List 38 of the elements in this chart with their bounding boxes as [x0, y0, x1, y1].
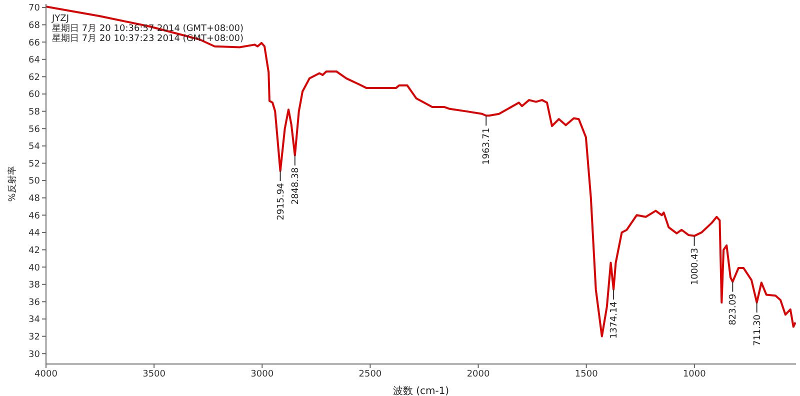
y-tick-label: 38: [28, 280, 40, 291]
annotation: 711.30: [752, 314, 763, 346]
annotation: 1963.71: [482, 128, 492, 165]
y-tick-label: 50: [28, 176, 40, 187]
x-axis-title: 波数 (cm-1): [392, 385, 450, 396]
y-tick-label: 44: [28, 228, 40, 239]
x-tick-label: 1500: [574, 369, 598, 380]
y-tick-label: 70: [28, 4, 40, 14]
y-tick-label: 48: [28, 194, 40, 204]
y-tick-label: 34: [28, 315, 40, 326]
annotation: JYZJ: [52, 14, 69, 24]
annotation: 2915.94: [276, 182, 286, 220]
y-axis-title: %反射率: [7, 166, 18, 202]
y-tick-label: 58: [28, 108, 40, 118]
x-tick-label: 2000: [466, 369, 490, 380]
y-tick-label: 36: [28, 298, 40, 308]
x-tick-label: 2500: [358, 369, 382, 380]
y-tick-label: 62: [28, 72, 40, 83]
y-tick-label: 60: [28, 90, 40, 100]
y-tick-label: 64: [28, 56, 40, 66]
annotation: 823.09: [728, 294, 739, 326]
y-tick-label: 56: [28, 124, 40, 135]
x-tick-label: 3500: [142, 369, 166, 380]
y-tick-label: 46: [28, 211, 40, 222]
y-tick-label: 32: [28, 332, 40, 343]
annotation: 1374.14: [610, 301, 620, 339]
annotation: 2848.38: [290, 167, 301, 205]
x-tick-label: 3000: [250, 369, 274, 380]
y-tick-label: 68: [28, 20, 40, 31]
y-tick-label: 30: [28, 350, 40, 360]
y-tick-label: 66: [28, 38, 40, 48]
annotation: 1000.43: [690, 248, 700, 286]
x-tick-label: 4000: [34, 369, 58, 380]
y-tick-label: 40: [28, 263, 40, 274]
y-tick-label: 42: [28, 246, 40, 256]
y-tick-label: 52: [28, 159, 40, 170]
x-tick-label: 1000: [682, 369, 706, 380]
y-tick-label: 54: [28, 142, 40, 152]
